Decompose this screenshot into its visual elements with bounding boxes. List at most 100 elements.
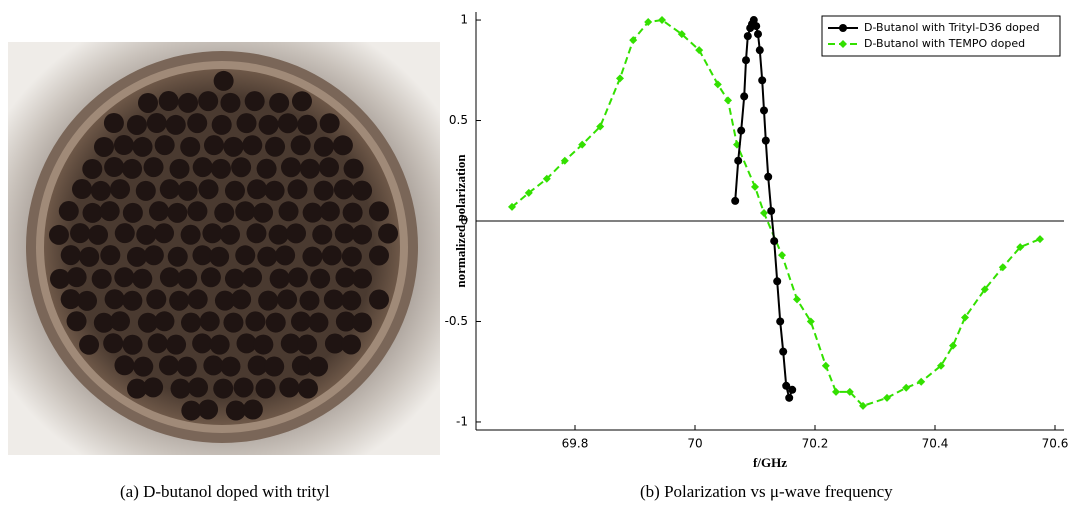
bead [66, 311, 87, 332]
bead [302, 202, 323, 223]
bead [297, 334, 318, 355]
bead [335, 311, 356, 332]
bead [313, 136, 334, 157]
bead [231, 157, 252, 178]
bead [258, 114, 279, 135]
bead [341, 290, 362, 311]
bead [233, 377, 254, 398]
bead [247, 179, 268, 200]
bead [312, 224, 333, 245]
bead [277, 113, 298, 134]
bead [199, 311, 220, 332]
point [695, 46, 704, 55]
point [760, 106, 768, 115]
bead [352, 224, 373, 245]
bead [264, 180, 285, 201]
bead [256, 158, 277, 179]
bead [126, 246, 147, 267]
bead [198, 91, 219, 112]
bead [287, 179, 308, 200]
y-axis-label: normalized polarization [453, 154, 468, 288]
point [937, 361, 945, 370]
bead [223, 136, 244, 157]
bead [132, 136, 153, 157]
bead [143, 377, 164, 398]
bead [246, 223, 267, 244]
bead [110, 179, 131, 200]
bead [154, 135, 175, 156]
point [560, 156, 569, 165]
bead [58, 201, 79, 222]
bead [48, 224, 69, 245]
bead [60, 245, 81, 266]
point [724, 96, 732, 105]
bead [290, 311, 311, 332]
point [616, 74, 624, 83]
bead [242, 135, 263, 156]
bead [177, 180, 198, 201]
bead [170, 378, 191, 399]
bead [154, 223, 175, 244]
bead [235, 245, 256, 266]
bead [286, 223, 307, 244]
bead [224, 180, 245, 201]
bead [319, 201, 340, 222]
point [782, 381, 791, 390]
x-tick-label: 70.6 [1042, 437, 1069, 451]
bead [180, 136, 201, 157]
bead [169, 290, 190, 311]
point [749, 16, 758, 25]
bead [143, 245, 164, 266]
bead [287, 267, 308, 288]
point [743, 32, 752, 41]
point [773, 277, 782, 286]
bead [310, 268, 331, 289]
point [1036, 235, 1044, 244]
bead [333, 179, 354, 200]
point [845, 387, 854, 396]
point [788, 385, 797, 394]
bead [220, 356, 241, 377]
bead [104, 289, 125, 310]
bead [103, 333, 124, 354]
bead [82, 202, 103, 223]
bead [70, 223, 91, 244]
bead [334, 223, 355, 244]
bead [209, 334, 230, 355]
bead [198, 399, 219, 420]
bead [122, 158, 143, 179]
point [596, 122, 605, 131]
bead [319, 113, 340, 134]
bead [278, 201, 299, 222]
bead [103, 112, 124, 133]
legend-label: D-Butanol with Trityl-D36 doped [864, 21, 1040, 34]
bead [258, 290, 279, 311]
y-tick-label: 0 [460, 214, 468, 228]
x-axis-label: f/GHz [753, 455, 787, 470]
bead [176, 356, 197, 377]
bead [224, 268, 245, 289]
bead [122, 334, 143, 355]
point [755, 46, 764, 55]
bead [110, 311, 131, 332]
y-tick-label: -0.5 [445, 314, 468, 328]
bead [114, 223, 135, 244]
bead [335, 267, 356, 288]
bead [169, 158, 190, 179]
bead [211, 114, 232, 135]
bead [146, 113, 167, 134]
bead [187, 113, 208, 134]
bead [235, 201, 256, 222]
bead [77, 290, 98, 311]
point [980, 285, 989, 294]
bead [297, 378, 318, 399]
bead [159, 267, 180, 288]
point [883, 393, 891, 402]
bead [265, 136, 286, 157]
bead [275, 245, 296, 266]
bead [352, 312, 373, 333]
bead [291, 91, 312, 112]
bead [214, 290, 235, 311]
point [754, 30, 762, 39]
bead [280, 157, 301, 178]
